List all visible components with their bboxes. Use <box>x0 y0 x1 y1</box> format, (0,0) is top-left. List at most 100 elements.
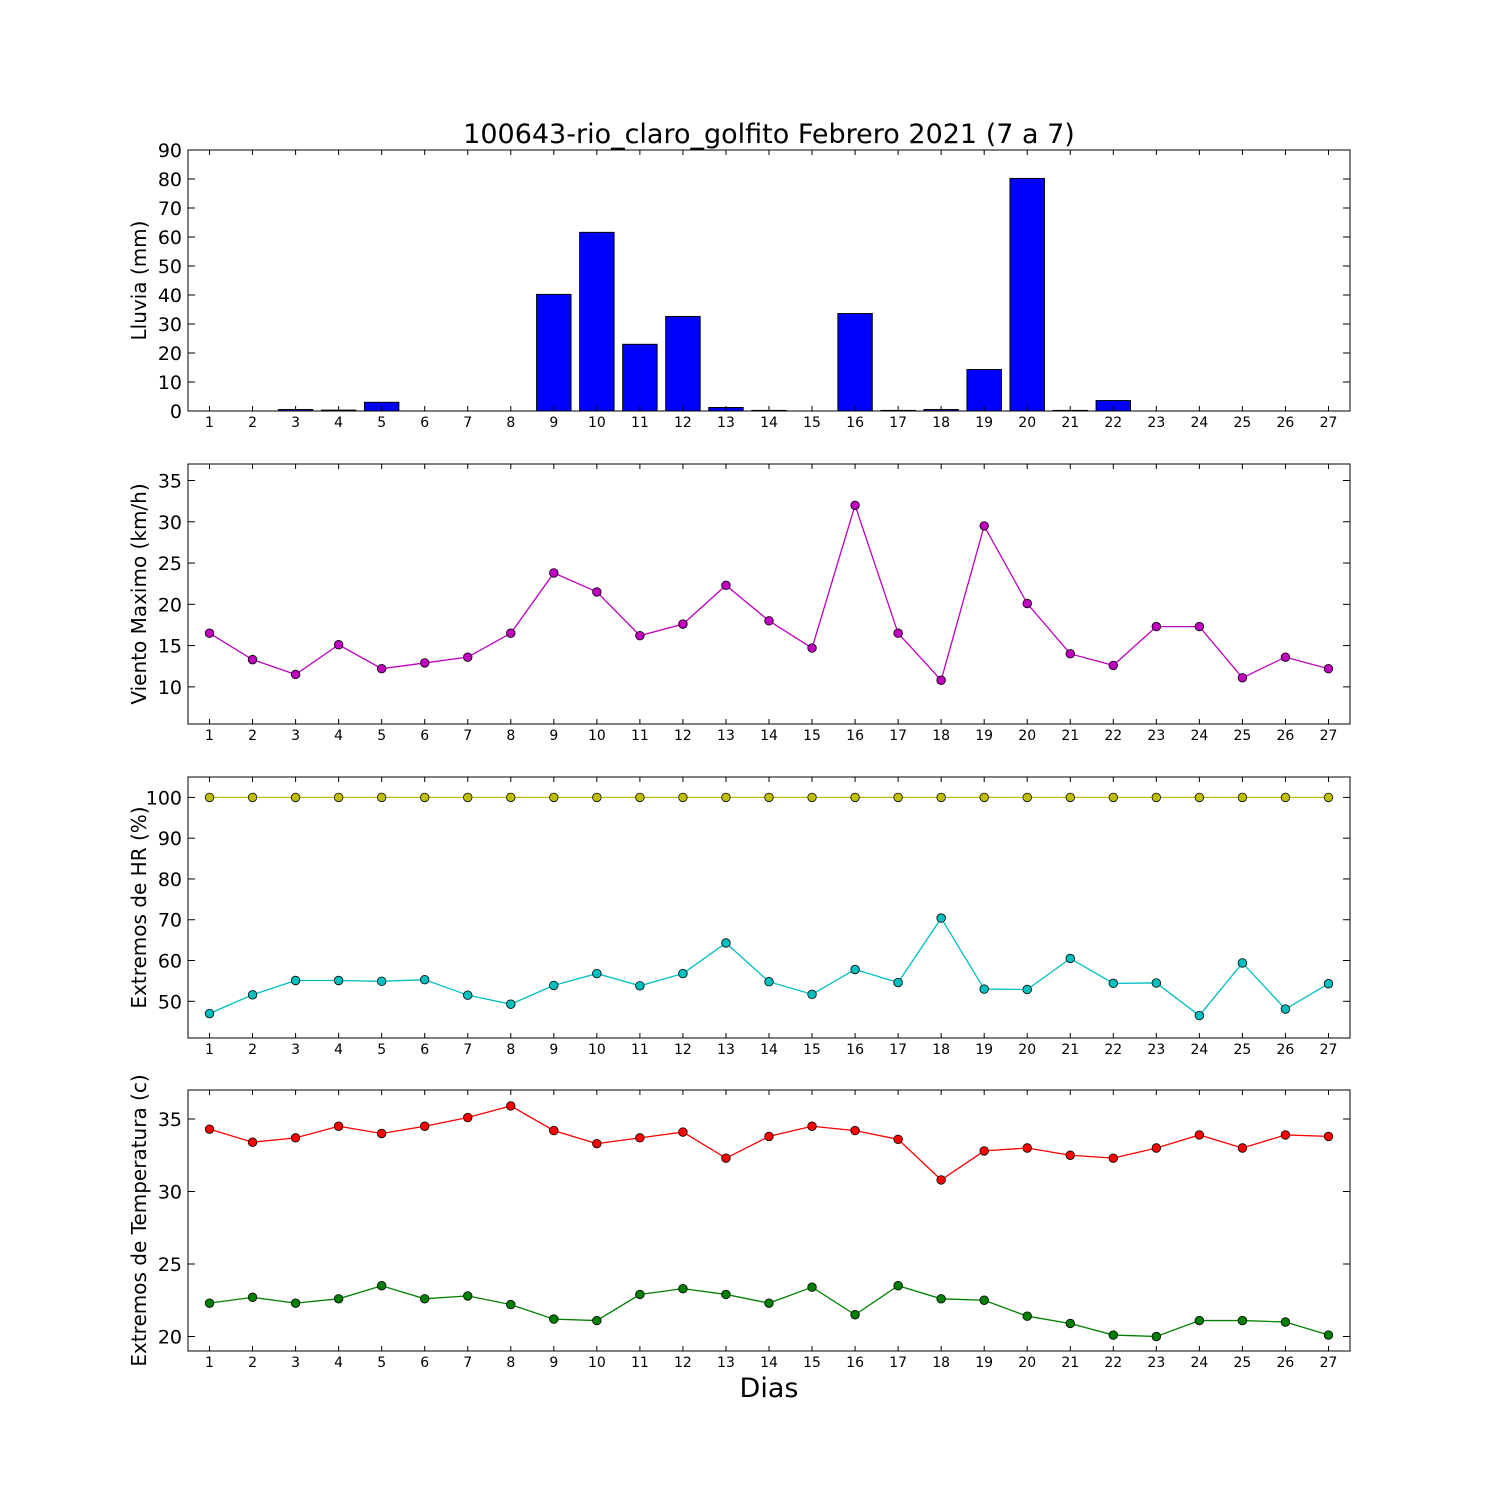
temperature-series-1-line <box>209 1105 1329 1181</box>
x-tick-label: 6 <box>420 1042 429 1058</box>
temperature-series-2-point <box>592 1315 602 1326</box>
x-tick-label: 7 <box>463 415 472 431</box>
y-tick-label: 70 <box>158 910 182 932</box>
wind-series-1-point <box>247 654 258 665</box>
x-tick-label: 5 <box>377 728 386 744</box>
temperature-series-1-point <box>463 1112 473 1123</box>
humidity-series-2-point <box>506 999 516 1009</box>
humidity-series-2-point <box>1151 978 1162 988</box>
x-tick-label: 3 <box>291 1355 300 1371</box>
x-tick-label: 19 <box>975 728 993 744</box>
rain-bar <box>1009 177 1045 412</box>
humidity-series-1-point <box>764 792 774 803</box>
x-tick-label: 16 <box>846 728 864 744</box>
humidity-series-1-point <box>1151 792 1162 803</box>
humidity-series-1-point <box>979 792 989 803</box>
humidity-series-1-point <box>635 792 645 803</box>
temperature-series-2-line <box>209 1285 1329 1338</box>
humidity-series-1-point <box>204 792 215 803</box>
temperature-series-1-point <box>936 1175 946 1185</box>
x-tick-label: 24 <box>1190 728 1208 744</box>
y-tick-label: 50 <box>158 991 182 1013</box>
temperature-series-1-point <box>1323 1131 1334 1142</box>
x-tick-label: 18 <box>932 1355 950 1371</box>
temperature-series-2-point <box>893 1281 903 1291</box>
y-tick-label: 40 <box>158 285 182 307</box>
x-tick-label: 13 <box>717 728 735 744</box>
x-tick-label: 23 <box>1147 1042 1165 1058</box>
x-tick-label: 8 <box>506 728 515 744</box>
y-tick-label: 30 <box>158 314 182 336</box>
x-tick-label: 3 <box>291 415 300 431</box>
x-tick-label: 18 <box>932 728 950 744</box>
temperature-series-1-point <box>807 1121 817 1131</box>
rain-bar <box>579 231 615 412</box>
wind-series-1-point <box>678 619 688 629</box>
x-tick-label: 4 <box>334 1042 343 1058</box>
temperature-series-2-point <box>807 1282 817 1292</box>
humidity-series-1-point <box>463 792 473 803</box>
temperature-series-1-point <box>592 1138 602 1149</box>
wind-series-1-point <box>1280 652 1291 662</box>
x-tick-label: 22 <box>1104 1355 1122 1371</box>
x-tick-label: 5 <box>377 415 386 431</box>
x-tick-label: 25 <box>1233 415 1251 431</box>
wind-axes-frame <box>187 463 1351 725</box>
temperature-series-1-point <box>678 1127 688 1137</box>
y-tick-label: 20 <box>158 594 182 616</box>
temperature-series-1-point <box>290 1133 301 1143</box>
humidity-series-2-point <box>463 990 473 1000</box>
x-axis-label: Dias <box>740 1373 799 1404</box>
humidity-series-2-point <box>1323 979 1334 989</box>
x-tick-label: 26 <box>1277 1042 1295 1058</box>
y-tick-label: 70 <box>158 198 182 220</box>
humidity-series-2-point <box>1065 953 1075 964</box>
x-tick-label: 17 <box>889 1355 907 1371</box>
wind-series-1-line <box>209 503 1329 682</box>
temperature-panel: 1 2 3 4 5 6 7 8 9 10 11 12 13 14 15 16 17 18 19 20 21 22 23 24 2… <box>127 1074 1351 1371</box>
humidity-series-2-point <box>893 977 903 988</box>
wind-series-1-point <box>290 669 301 680</box>
humidity-series-2-point <box>678 968 688 979</box>
temperature-series-1-point <box>506 1101 516 1111</box>
humidity-y-axis-label: Extremos de HR (%) <box>127 806 151 1008</box>
temperature-series-2-point <box>1323 1330 1334 1340</box>
x-tick-label: 27 <box>1320 1042 1338 1058</box>
rain-bar <box>622 343 658 412</box>
humidity-series-1-point <box>420 792 430 803</box>
temperature-series-1-point <box>764 1131 774 1142</box>
humidity-series-1-point <box>807 792 817 803</box>
humidity-series-1-point <box>1065 792 1075 803</box>
humidity-series-2-point <box>290 975 301 986</box>
temperature-series-1-point <box>721 1153 731 1163</box>
x-tick-label: 27 <box>1320 728 1338 744</box>
x-tick-label: 8 <box>506 1042 515 1058</box>
x-tick-label: 10 <box>588 728 606 744</box>
wind-series-1-point <box>850 500 860 510</box>
x-tick-label: 19 <box>975 1355 993 1371</box>
y-tick-label: 25 <box>158 1254 182 1276</box>
humidity-series-1-point <box>506 792 516 803</box>
x-tick-label: 13 <box>717 1355 735 1371</box>
x-tick-label: 1 <box>205 728 214 744</box>
humidity-series-2-point <box>420 974 430 985</box>
wind-panel: 1 2 3 4 5 6 7 8 9 10 11 12 13 14 15 16 17 18 19 20 21 22 23 24 2… <box>127 463 1351 744</box>
wind-series-1-point <box>204 628 215 638</box>
humidity-series-1-point <box>1280 792 1291 803</box>
y-tick-label: 35 <box>158 1109 182 1131</box>
wind-series-1-point <box>333 640 344 650</box>
x-tick-label: 9 <box>549 1355 558 1371</box>
x-tick-label: 26 <box>1277 1355 1295 1371</box>
temperature-series-1-point <box>635 1133 645 1143</box>
x-tick-label: 6 <box>420 415 429 431</box>
x-tick-label: 25 <box>1233 1355 1251 1371</box>
temperature-series-2-point <box>376 1281 387 1291</box>
x-tick-label: 15 <box>803 728 821 744</box>
humidity-series-1-point <box>592 792 602 803</box>
temperature-series-2-point <box>721 1289 731 1300</box>
x-tick-label: 5 <box>377 1355 386 1371</box>
wind-series-1-point <box>893 628 903 638</box>
humidity-series-2-point <box>979 984 989 994</box>
humidity-series-1-point <box>678 792 688 803</box>
temperature-series-2-point <box>936 1294 946 1304</box>
